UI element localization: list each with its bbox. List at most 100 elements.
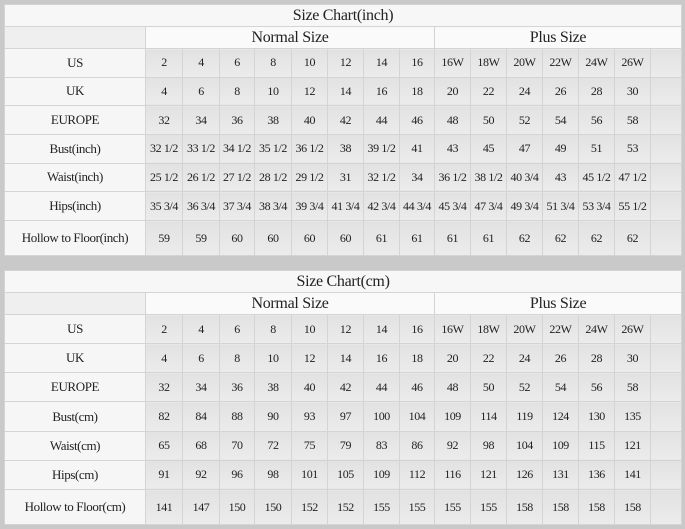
empty-cell	[650, 48, 682, 78]
table-row: Waist(cm) 65 68 70 72 75 79 83 86 92 98 104 109 115 12…	[4, 430, 683, 461]
size-cell: 98	[470, 430, 507, 461]
size-cell: 52	[506, 372, 543, 403]
size-cell: 152	[327, 489, 364, 525]
size-cell: 136	[578, 459, 615, 491]
size-cell: 158	[614, 489, 651, 525]
size-cell: 36 1/2	[291, 133, 328, 164]
size-cell: 68	[182, 430, 220, 461]
size-cell: 53 3/4	[578, 191, 615, 221]
size-cell: 38	[254, 105, 292, 135]
size-cell: 25 1/2	[145, 162, 183, 193]
size-cell: 34	[182, 372, 220, 403]
size-cell: 45 1/2	[578, 162, 615, 193]
group-header-row: Normal Size Plus Size	[4, 292, 683, 315]
size-cell: 126	[506, 459, 543, 491]
size-cell: 56	[578, 105, 615, 135]
size-cell: 65	[145, 430, 183, 461]
size-cell: 155	[399, 489, 435, 525]
size-cell: 121	[470, 459, 507, 491]
size-cell: 62	[506, 220, 543, 256]
size-cell: 93	[291, 401, 328, 432]
size-cell: 39 3/4	[291, 191, 328, 221]
size-cell: 112	[399, 459, 435, 491]
size-cell: 18	[399, 76, 435, 107]
row-label: Waist(cm)	[4, 430, 146, 461]
chart-title: Size Chart(cm)	[3, 270, 683, 293]
size-cell: 18	[399, 343, 435, 374]
size-cell: 20W	[506, 48, 543, 78]
row-label: Hips(cm)	[4, 459, 146, 491]
size-cell: 10	[254, 76, 292, 107]
size-cell: 16	[399, 48, 435, 78]
size-cell: 150	[254, 489, 292, 525]
table-row: UK 4 6 8 10 12 14 16 18 20 22 24 26 28 30	[4, 76, 682, 107]
row-label: UK	[4, 343, 146, 374]
size-cell: 41 3/4	[327, 191, 364, 221]
inch-size-table: Size Chart(inch) Normal Size Plus Size US 2 4…	[4, 4, 682, 256]
size-cell: 32 1/2	[363, 162, 400, 193]
size-cell: 34 1/2	[219, 133, 255, 164]
size-cell: 48	[434, 105, 471, 135]
size-cell: 131	[542, 459, 579, 491]
size-cell: 104	[399, 401, 435, 432]
size-cell: 55 1/2	[614, 191, 651, 221]
size-cell: 36	[219, 372, 255, 403]
size-cell: 36 3/4	[182, 191, 220, 221]
size-cell: 141	[145, 489, 183, 525]
empty-cell	[650, 105, 682, 135]
size-cell: 32 1/2	[145, 133, 183, 164]
size-cell: 18W	[470, 48, 507, 78]
size-cell: 8	[219, 76, 255, 107]
size-cell: 12	[291, 343, 328, 374]
size-cell: 10	[291, 313, 328, 345]
size-cell: 75	[291, 430, 328, 461]
size-cell: 22W	[542, 48, 579, 78]
size-cell: 88	[219, 401, 255, 432]
table-row: UK 4 6 8 10 12 14 16 18 20 22 24 26 28 30	[4, 343, 683, 374]
empty-cell	[649, 343, 683, 374]
size-cell: 53	[614, 133, 651, 164]
table-row: EUROPE 32 34 36 38 40 42 44 46 48 50 52 54 56 58	[4, 372, 683, 403]
size-cell: 10	[291, 48, 328, 78]
size-cell: 61	[399, 220, 435, 256]
size-cell: 42	[327, 105, 364, 135]
size-cell: 60	[219, 220, 255, 256]
size-cell: 4	[145, 76, 183, 107]
size-cell: 16W	[434, 48, 471, 78]
size-cell: 12	[327, 313, 364, 345]
size-cell: 38 3/4	[254, 191, 292, 221]
row-label: US	[4, 48, 146, 78]
size-cell: 155	[434, 489, 471, 525]
size-cell: 32	[145, 105, 183, 135]
size-cell: 84	[182, 401, 220, 432]
size-cell: 16	[363, 343, 400, 374]
table-row: Bust(cm) 82 84 88 90 93 97 100 104 109 114 119 124 13…	[4, 401, 683, 432]
size-cell: 4	[145, 343, 183, 374]
size-cell: 31	[327, 162, 364, 193]
table-row: US 2 4 6 8 10 12 14 16 16W 18W 20W 22W 24W 26W	[4, 313, 683, 345]
size-cell: 147	[182, 489, 220, 525]
row-label: Bust(cm)	[4, 401, 146, 432]
size-cell: 44	[363, 372, 400, 403]
size-cell: 90	[254, 401, 292, 432]
size-cell: 37 3/4	[219, 191, 255, 221]
empty-cell	[649, 372, 683, 403]
empty-cell	[649, 313, 683, 345]
size-cell: 4	[182, 313, 220, 345]
size-cell: 34	[182, 105, 220, 135]
size-cell: 115	[578, 430, 615, 461]
size-cell: 54	[542, 372, 579, 403]
size-cell: 18W	[470, 313, 507, 345]
size-cell: 58	[614, 105, 651, 135]
row-label: Hips(inch)	[4, 191, 146, 221]
size-cell: 82	[145, 401, 183, 432]
size-cell: 26	[542, 76, 579, 107]
empty-cell	[650, 133, 682, 164]
size-cell: 83	[363, 430, 400, 461]
size-cell: 155	[470, 489, 507, 525]
table-row: EUROPE 32 34 36 38 40 42 44 46 48 50 52 54 56 58	[4, 105, 682, 135]
size-cell: 16W	[434, 313, 471, 345]
size-cell: 91	[145, 459, 183, 491]
size-cell: 29 1/2	[291, 162, 328, 193]
size-cell: 14	[327, 76, 364, 107]
